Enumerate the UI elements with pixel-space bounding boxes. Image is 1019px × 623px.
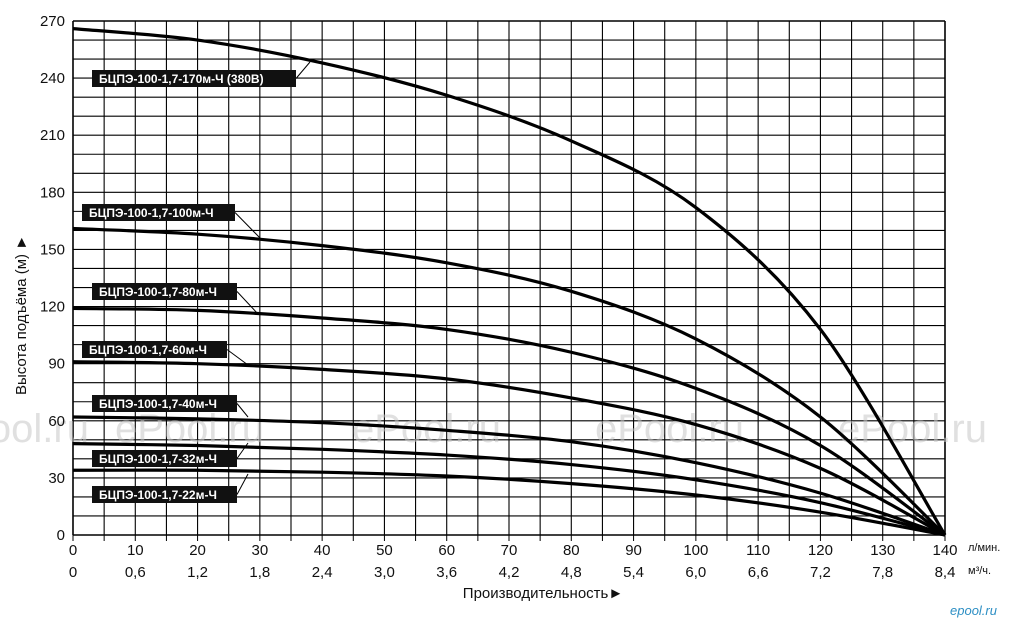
x-tick-label-primary: 50: [376, 542, 393, 559]
curve-label-leader: [234, 212, 263, 241]
x-tick-label-primary: 0: [69, 542, 77, 559]
x-tick-label-secondary: 2,4: [312, 564, 333, 581]
x-tick-label-primary: 70: [501, 542, 518, 559]
x-tick-label-primary: 130: [870, 542, 895, 559]
x-tick-label-secondary: 8,4: [935, 564, 956, 581]
x-tick-label-primary: 80: [563, 542, 580, 559]
x-tick-label-primary: 140: [932, 542, 957, 559]
curve-label-text: БЦПЭ-100-1,7-32м-Ч: [99, 452, 217, 466]
watermark: ePool.ru: [595, 407, 744, 451]
y-axis-title: Высота подъёма (м) ►: [13, 235, 30, 395]
series-line-6: [72, 468, 946, 537]
x-tick-label-secondary: 5,4: [623, 564, 644, 581]
y-tick-label: 60: [48, 413, 65, 430]
curve-label-3: БЦПЭ-100-1,7-60м-Ч: [82, 341, 249, 366]
y-tick-label: 30: [48, 470, 65, 487]
x-tick-labels-primary: 0 10 20 30 40 50 60 70 80 90 100 110 120 130 140: [69, 542, 958, 559]
series-line-0: [72, 27, 947, 536]
curve-label-text: БЦПЭ-100-1,7-60м-Ч: [89, 343, 207, 357]
curve-label-leader: [236, 442, 249, 459]
x-tick-label-secondary: 4,8: [561, 564, 582, 581]
x-tick-label-secondary: 3,6: [436, 564, 457, 581]
curve-label-text: БЦПЭ-100-1,7-100м-Ч: [89, 206, 214, 220]
curve-label-0: БЦПЭ-100-1,7-170м-Ч (380В): [92, 61, 311, 87]
y-tick-label: 210: [40, 127, 65, 144]
curve-label-4: БЦПЭ-100-1,7-40м-Ч: [92, 395, 249, 418]
x-tick-label-primary: 10: [127, 542, 144, 559]
curve-label-1: БЦПЭ-100-1,7-100м-Ч: [82, 204, 263, 241]
curve-label-box: [82, 341, 227, 358]
x-tick-labels-secondary: 0 0,6 1,2 1,8 2,4 3,0 3,6 4,2 4,8 5,4 6,0 6,6 7,2 7,8…: [69, 564, 956, 581]
series-line-1: [72, 226, 947, 537]
curve-label-text: БЦПЭ-100-1,7-40м-Ч: [99, 397, 217, 411]
y-tick-label: 240: [40, 70, 65, 87]
series-line-3: [72, 360, 946, 537]
x-tick-label-primary: 60: [438, 542, 455, 559]
y-tick-label: 150: [40, 241, 65, 258]
x-tick-label-secondary: 7,8: [872, 564, 893, 581]
x-tick-label-secondary: 3,0: [374, 564, 395, 581]
series-line-5: [72, 442, 946, 537]
curve-label-text: БЦПЭ-100-1,7-22м-Ч: [99, 488, 217, 502]
x-tick-label-primary: 120: [808, 542, 833, 559]
curve-label-box: [92, 283, 237, 300]
x-tick-label-primary: 20: [189, 542, 206, 559]
curve-label-box: [82, 204, 235, 221]
x-tick-label-primary: 110: [746, 542, 770, 559]
curve-label-box: [92, 70, 296, 87]
curve-label-6: БЦПЭ-100-1,7-22м-Ч: [92, 473, 249, 503]
y-tick-label: 120: [40, 299, 65, 316]
series-line-2: [72, 306, 946, 537]
x-tick-label-secondary: 1,8: [249, 564, 270, 581]
x-tick-label-secondary: 4,2: [499, 564, 520, 581]
curve-label-text: БЦПЭ-100-1,7-80м-Ч: [99, 285, 217, 299]
curve-label-text: БЦПЭ-100-1,7-170м-Ч (380В): [99, 72, 264, 86]
curve-labels: БЦПЭ-100-1,7-170м-Ч (380В) БЦПЭ-100-1,7-1…: [82, 61, 311, 503]
x-tick-label-secondary: 0,6: [125, 564, 146, 581]
y-tick-labels: 0 30 60 90 120 150 180 210 240 270: [40, 13, 65, 544]
curve-label-leader: [295, 61, 311, 79]
watermark: ePool.ru: [838, 407, 987, 451]
curves: [72, 27, 947, 537]
curve-label-leader: [236, 473, 249, 495]
x-tick-label-secondary: 6,0: [685, 564, 706, 581]
x-unit-primary: л/мин.: [968, 542, 1000, 554]
y-tick-label: 180: [40, 184, 65, 201]
y-tick-label: 0: [57, 527, 65, 544]
series-line-4: [72, 415, 946, 537]
y-tick-label: 90: [48, 356, 65, 373]
curve-label-2: БЦПЭ-100-1,7-80м-Ч: [92, 283, 259, 315]
curve-label-box: [92, 486, 237, 503]
curve-label-box: [92, 395, 237, 412]
x-tick-label-primary: 100: [683, 542, 708, 559]
x-axis-title: Производительность►: [463, 585, 623, 602]
curve-label-leader: [236, 403, 249, 418]
x-tick-label-primary: 90: [625, 542, 642, 559]
x-tick-label-secondary: 7,2: [810, 564, 831, 581]
y-tick-label: 270: [40, 13, 65, 30]
curve-label-5: БЦПЭ-100-1,7-32м-Ч: [92, 442, 249, 467]
curve-label-box: [92, 450, 237, 467]
curve-label-leader: [226, 349, 249, 366]
x-tick-label-primary: 40: [314, 542, 331, 559]
x-tick-label-secondary: 6,6: [748, 564, 769, 581]
curve-label-leader: [236, 291, 259, 315]
grid: [72, 20, 946, 541]
x-unit-secondary: м³/ч.: [968, 565, 991, 577]
x-tick-label-secondary: 0: [69, 564, 77, 581]
brand-logo: epool.ru: [950, 603, 997, 618]
x-tick-label-primary: 30: [252, 542, 269, 559]
x-tick-label-secondary: 1,2: [187, 564, 208, 581]
